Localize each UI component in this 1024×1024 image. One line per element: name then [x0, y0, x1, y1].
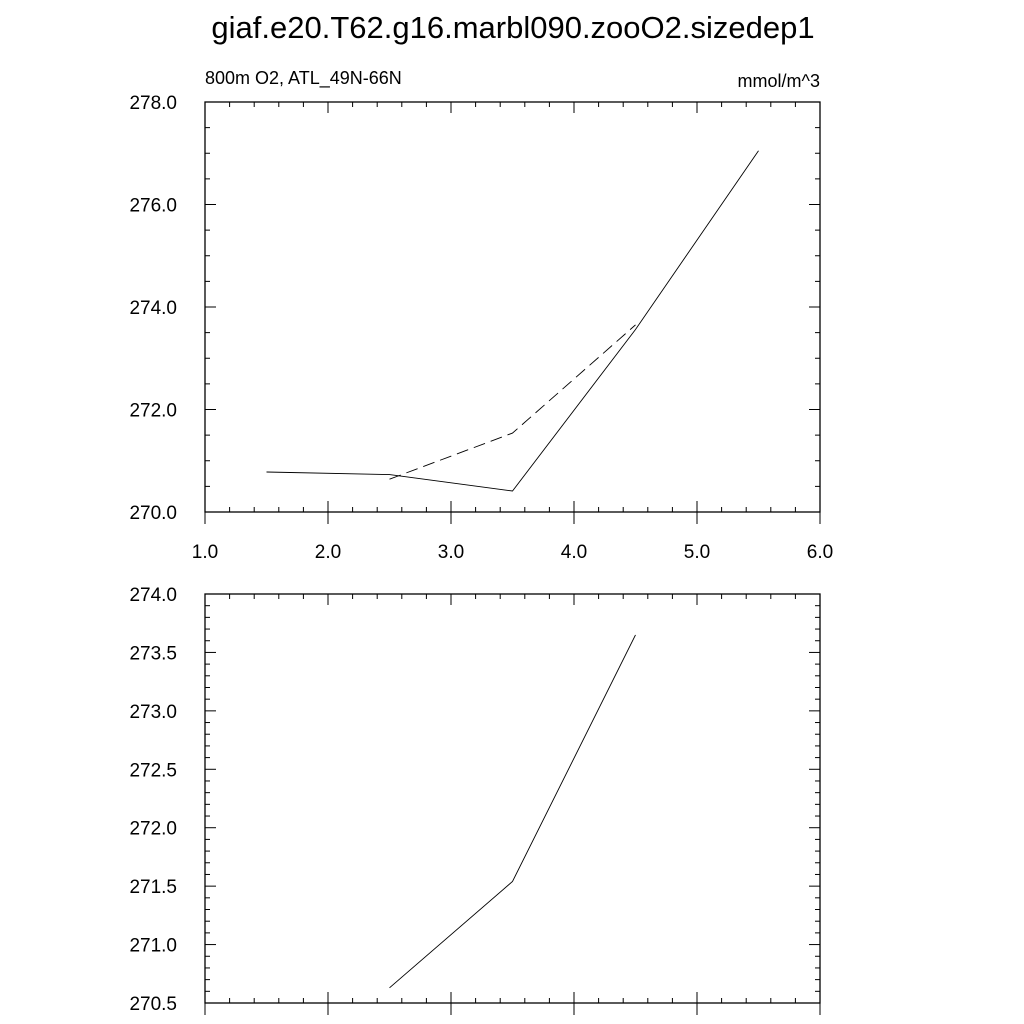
y-tick-label: 278.0 — [129, 93, 177, 114]
x-tick-label: 5.0 — [684, 542, 710, 563]
y-tick-label: 276.0 — [129, 196, 177, 217]
y-tick-label: 273.5 — [129, 643, 177, 664]
plot-frame — [204, 593, 821, 1004]
top-panel: 270.0 272.0 274.0 276.0 278.0 1.0 2.0 3.0 4.0 5.0… — [129, 93, 833, 563]
x-tick-label: 1.0 — [192, 542, 218, 563]
y-tick-label: 270.5 — [129, 994, 177, 1015]
series-line-solid — [389, 634, 636, 989]
y-tick-label: 274.0 — [129, 298, 177, 319]
series-line-solid — [266, 150, 759, 492]
plot-frame — [204, 101, 821, 513]
bottom-panel: 270.5 271.0 271.5 272.0 272.5 273.0 273.5 274.0 — [129, 585, 821, 1015]
y-tick-label: 274.0 — [129, 585, 177, 606]
y-tick-label: 273.0 — [129, 702, 177, 723]
units-label: mmol/m^3 — [738, 71, 820, 91]
chart-title: giaf.e20.T62.g16.marbl090.zooO2.sizedep1 — [211, 10, 814, 45]
y-tick-label: 271.0 — [129, 936, 177, 957]
y-tick-label: 272.0 — [129, 401, 177, 422]
y-tick-label: 272.5 — [129, 760, 177, 781]
x-tick-label: 6.0 — [807, 542, 833, 563]
y-tick-label: 270.0 — [129, 503, 177, 524]
series-line-dashed — [389, 324, 636, 480]
x-tick-label: 2.0 — [315, 542, 341, 563]
x-tick-label: 3.0 — [438, 542, 464, 563]
y-tick-label: 272.0 — [129, 819, 177, 840]
left-subtitle: 800m O2, ATL_49N-66N — [205, 68, 402, 89]
x-tick-label: 4.0 — [561, 542, 587, 563]
y-tick-label: 271.5 — [129, 877, 177, 898]
